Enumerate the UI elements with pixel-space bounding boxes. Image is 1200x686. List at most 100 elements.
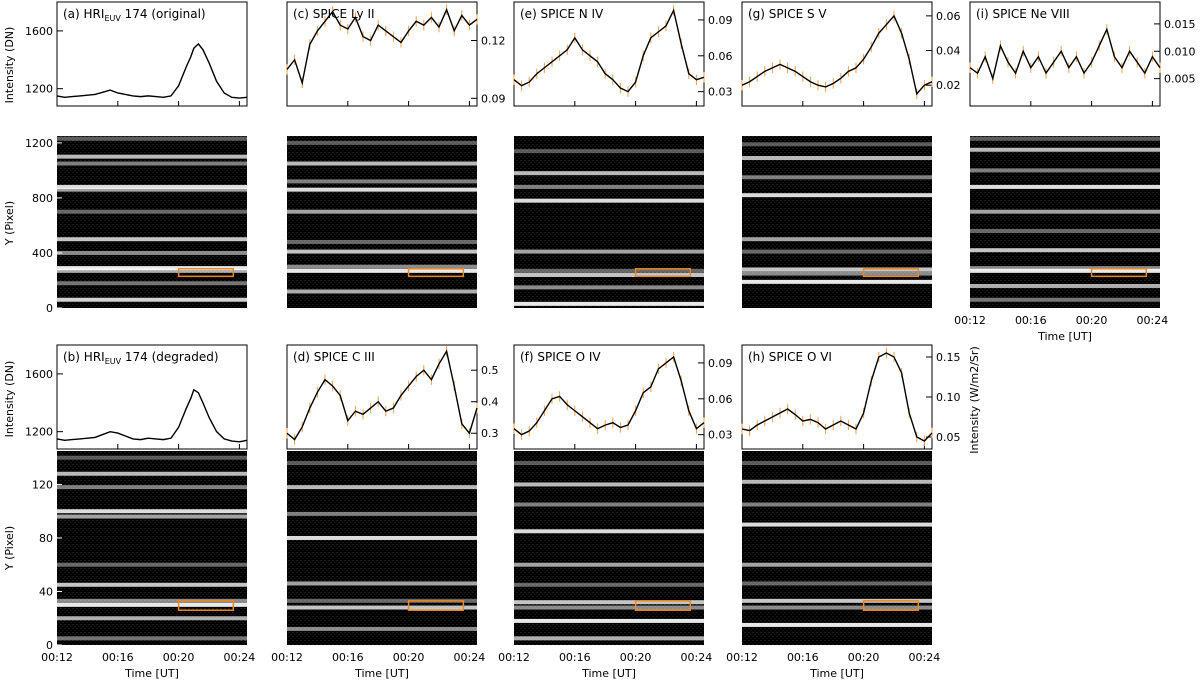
left-ylabel-curve-top: Intensity (DN) <box>3 27 16 104</box>
map-panel-a-map <box>57 136 247 309</box>
map-band-a-map <box>57 297 247 302</box>
y-tick-label-b: 1200 <box>25 426 53 439</box>
map-band-a-map <box>57 281 247 286</box>
map-band-i-map <box>970 168 1160 173</box>
right-ylabel-curve: Intensity (W/m2/Sr) <box>968 346 981 453</box>
time-tick-label-f-map: 00:24 <box>681 651 713 664</box>
map-band-e-map <box>514 198 704 203</box>
time-tick-label-f-map: 00:12 <box>498 651 530 664</box>
y-tick-label-f: 0.03 <box>708 429 733 442</box>
map-band-h-map <box>742 605 932 610</box>
time-axis-label-i-map: Time [UT] <box>1037 330 1092 343</box>
time-tick-label-d-map: 00:12 <box>271 651 303 664</box>
region-box-c-map <box>407 268 465 278</box>
curve-panel-f: (f) SPICE O IV <box>513 344 705 450</box>
map-band-c-map <box>287 239 477 244</box>
curve-panel-g: (g) SPICE S V <box>741 1 933 107</box>
curve-panel-e: (e) SPICE N IV <box>513 1 705 107</box>
map-band-g-map <box>742 175 932 180</box>
panel-title-sub-b: EUV <box>105 357 122 366</box>
map-band-b-map <box>57 602 247 607</box>
map-band-b-map <box>57 582 247 587</box>
map-background-i-map <box>970 136 1160 308</box>
map-band-c-map <box>287 140 477 145</box>
map-band-c-map <box>287 268 477 273</box>
map-band-b-map <box>57 636 247 641</box>
plot-frame-d <box>286 344 478 450</box>
panel-title-e: (e) SPICE N IV <box>520 7 604 21</box>
plot-frame-g <box>741 1 933 107</box>
map-panel-d-map <box>287 451 477 645</box>
map-band-c-map <box>287 179 477 184</box>
time-tick-label-d-map: 00:20 <box>393 651 425 664</box>
map-band-h-map <box>742 598 932 603</box>
y-tick-label-e: 0.06 <box>708 50 733 63</box>
time-tick-label-b-map: 00:20 <box>163 651 195 664</box>
plot-frame-a <box>56 1 248 107</box>
map-band-f-map <box>514 529 704 534</box>
map-band-h-map <box>742 581 932 586</box>
y-tick-label-g: 0.02 <box>936 79 961 92</box>
time-tick-label-d-map: 00:24 <box>454 651 486 664</box>
y-tick-label-i: 0.010 <box>1164 45 1196 58</box>
panel-title-suffix-b: 174 (degraded) <box>121 350 218 364</box>
time-axis-label-f-map: Time [UT] <box>581 667 636 680</box>
map-panel-b-map <box>57 451 247 646</box>
time-tick-label-b-map: 00:24 <box>224 651 256 664</box>
data-line-f <box>513 355 705 436</box>
map-band-h-map <box>742 502 932 507</box>
panel-title-f: (f) SPICE O IV <box>520 350 601 364</box>
map-band-d-map <box>287 598 477 603</box>
map-panel-f-map <box>514 451 704 645</box>
map-panel-h-map <box>742 451 932 645</box>
map-panel-e-map <box>514 136 704 308</box>
map-band-i-map <box>970 266 1160 271</box>
time-tick-label-h-map: 00:16 <box>787 651 819 664</box>
time-tick-label-i-map: 00:12 <box>954 314 986 327</box>
map-band-a-map <box>57 161 247 166</box>
map-band-d-map <box>287 511 477 516</box>
time-tick-label-i-map: 00:24 <box>1137 314 1169 327</box>
time-tick-label-f-map: 00:20 <box>620 651 652 664</box>
map-panel-i-map <box>970 136 1160 308</box>
panel-title-suffix-a: 174 (original) <box>121 7 206 21</box>
region-box-g-map <box>862 268 920 278</box>
left-ylabel-map-top: Y (Pixel) <box>3 201 16 246</box>
curve-panel-h: (h) SPICE O VI <box>741 344 933 450</box>
map-band-i-map <box>970 209 1160 214</box>
plot-frame-i <box>969 1 1161 107</box>
map-band-f-map <box>514 600 704 605</box>
map-band-g-map <box>742 271 932 276</box>
map-band-c-map <box>287 209 477 214</box>
y-tick-label-c: 0.09 <box>481 92 506 105</box>
y-tick-label-a: 1600 <box>25 25 53 38</box>
data-line-d <box>286 349 478 441</box>
map-band-b-map <box>57 616 247 621</box>
map-background-g-map <box>742 136 932 308</box>
map-band-i-map <box>970 248 1160 253</box>
map-band-e-map <box>514 285 704 290</box>
map-band-d-map <box>287 626 477 631</box>
time-tick-label-h-map: 00:20 <box>848 651 880 664</box>
map-background-d-map <box>287 451 477 645</box>
map-band-g-map <box>742 267 932 272</box>
curve-panel-a: (a) HRIEUV 174 (original) <box>56 1 248 107</box>
y-tick-label-h: 0.15 <box>936 351 961 364</box>
data-line-g <box>741 14 933 96</box>
map-band-f-map <box>514 461 704 466</box>
map-band-f-map <box>514 482 704 487</box>
region-box-i-map <box>1090 268 1148 278</box>
map-y-tick-label-b-map: 80 <box>39 532 53 545</box>
map-band-i-map <box>970 297 1160 302</box>
time-tick-label-i-map: 00:20 <box>1076 314 1108 327</box>
region-box-e-map <box>634 268 692 278</box>
map-band-b-map <box>57 455 247 460</box>
map-band-e-map <box>514 149 704 154</box>
map-band-f-map <box>514 502 704 507</box>
map-band-f-map <box>514 605 704 610</box>
y-tick-label-e: 0.03 <box>708 86 733 99</box>
map-band-a-map <box>57 250 247 255</box>
map-band-e-map <box>514 272 704 277</box>
data-line-h <box>741 352 933 442</box>
